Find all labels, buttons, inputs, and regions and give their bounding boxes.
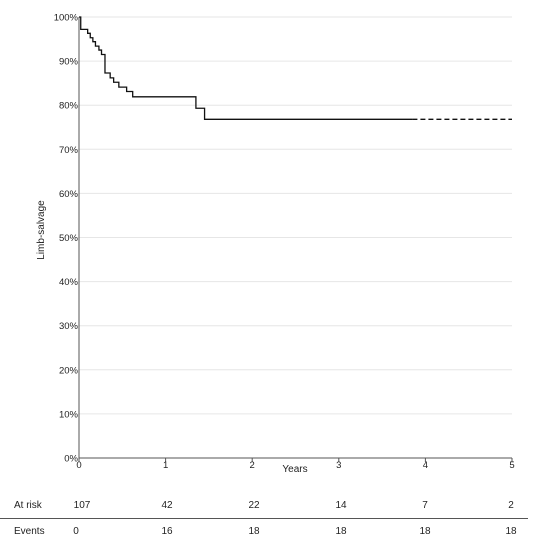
y-tick-label: 90% bbox=[59, 57, 79, 68]
gridlines bbox=[79, 16, 512, 415]
x-tick-label: 1 bbox=[163, 460, 168, 471]
y-tick-label: 0% bbox=[64, 454, 78, 465]
events-value: 18 bbox=[248, 526, 260, 537]
events-value: 18 bbox=[505, 526, 517, 537]
y-tick-label: 100% bbox=[54, 13, 79, 24]
at-risk-value: 2 bbox=[508, 500, 514, 511]
y-tick-label: 80% bbox=[59, 101, 79, 112]
events-label: Events bbox=[14, 526, 45, 537]
at-risk-value: 107 bbox=[73, 500, 91, 511]
at-risk-value: 14 bbox=[335, 500, 347, 511]
y-tick-label: 20% bbox=[59, 365, 79, 376]
y-tick-label: 50% bbox=[59, 233, 79, 244]
y-tick-labels: 0% 10% 20% 30% 40% 50% 60% 70% 80% 90% 100% bbox=[54, 13, 79, 465]
km-survival-line bbox=[79, 16, 413, 120]
y-tick-label: 30% bbox=[59, 321, 79, 332]
events-value: 18 bbox=[419, 526, 431, 537]
at-risk-value: 22 bbox=[248, 500, 260, 511]
events-value: 16 bbox=[161, 526, 173, 537]
at-risk-value: 42 bbox=[161, 500, 173, 511]
at-risk-value: 7 bbox=[422, 500, 428, 511]
y-tick-label: 60% bbox=[59, 189, 79, 200]
at-risk-label: At risk bbox=[14, 500, 42, 511]
events-row: Events 0 16 18 18 18 18 bbox=[0, 524, 550, 542]
y-tick-label: 10% bbox=[59, 409, 79, 420]
x-tick-labels: 0 1 2 3 4 5 bbox=[76, 458, 515, 471]
y-axis-label: Limb-salvage bbox=[36, 200, 47, 260]
x-tick-label: 2 bbox=[250, 460, 255, 471]
y-tick-label: 40% bbox=[59, 277, 79, 288]
x-tick-label: 5 bbox=[509, 460, 514, 471]
events-value: 0 bbox=[73, 526, 79, 537]
km-chart: 0% 10% 20% 30% 40% 50% 60% 70% 80% 90% 100% 0 1 2 3 4 5… bbox=[36, 13, 515, 476]
at-risk-row: At risk 107 42 22 14 7 2 bbox=[0, 498, 550, 516]
x-axis-label: Years bbox=[282, 464, 307, 475]
x-tick-label: 0 bbox=[76, 460, 81, 471]
x-tick-label: 3 bbox=[336, 460, 341, 471]
x-tick-label: 4 bbox=[423, 460, 428, 471]
events-value: 18 bbox=[335, 526, 347, 537]
risk-table-divider bbox=[0, 518, 528, 519]
y-tick-label: 70% bbox=[59, 145, 79, 156]
